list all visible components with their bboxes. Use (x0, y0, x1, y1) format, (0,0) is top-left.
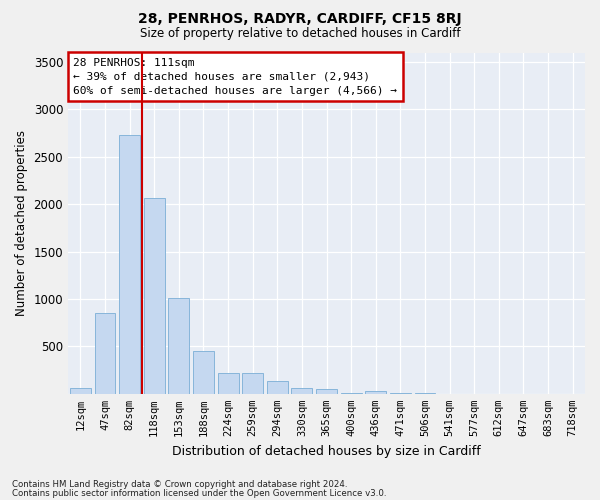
Text: Contains public sector information licensed under the Open Government Licence v3: Contains public sector information licen… (12, 488, 386, 498)
Bar (365, 391, 386, 394)
Text: 28 PENRHOS: 111sqm
← 39% of detached houses are smaller (2,943)
60% of semi-deta: 28 PENRHOS: 111sqm ← 39% of detached hou… (73, 58, 397, 96)
Text: Contains HM Land Registry data © Crown copyright and database right 2024.: Contains HM Land Registry data © Crown c… (12, 480, 347, 489)
Bar (119, 135, 140, 394)
Bar (169, 298, 189, 394)
Bar (316, 388, 337, 394)
Bar (70, 388, 91, 394)
Bar (144, 198, 164, 394)
Bar (267, 382, 288, 394)
Text: Size of property relative to detached houses in Cardiff: Size of property relative to detached ho… (140, 28, 460, 40)
X-axis label: Distribution of detached houses by size in Cardiff: Distribution of detached houses by size … (172, 444, 481, 458)
Bar (95, 313, 115, 394)
Bar (242, 373, 263, 394)
Bar (218, 373, 239, 394)
Y-axis label: Number of detached properties: Number of detached properties (15, 130, 28, 316)
Text: 28, PENRHOS, RADYR, CARDIFF, CF15 8RJ: 28, PENRHOS, RADYR, CARDIFF, CF15 8RJ (138, 12, 462, 26)
Bar (193, 351, 214, 394)
Bar (292, 388, 313, 394)
